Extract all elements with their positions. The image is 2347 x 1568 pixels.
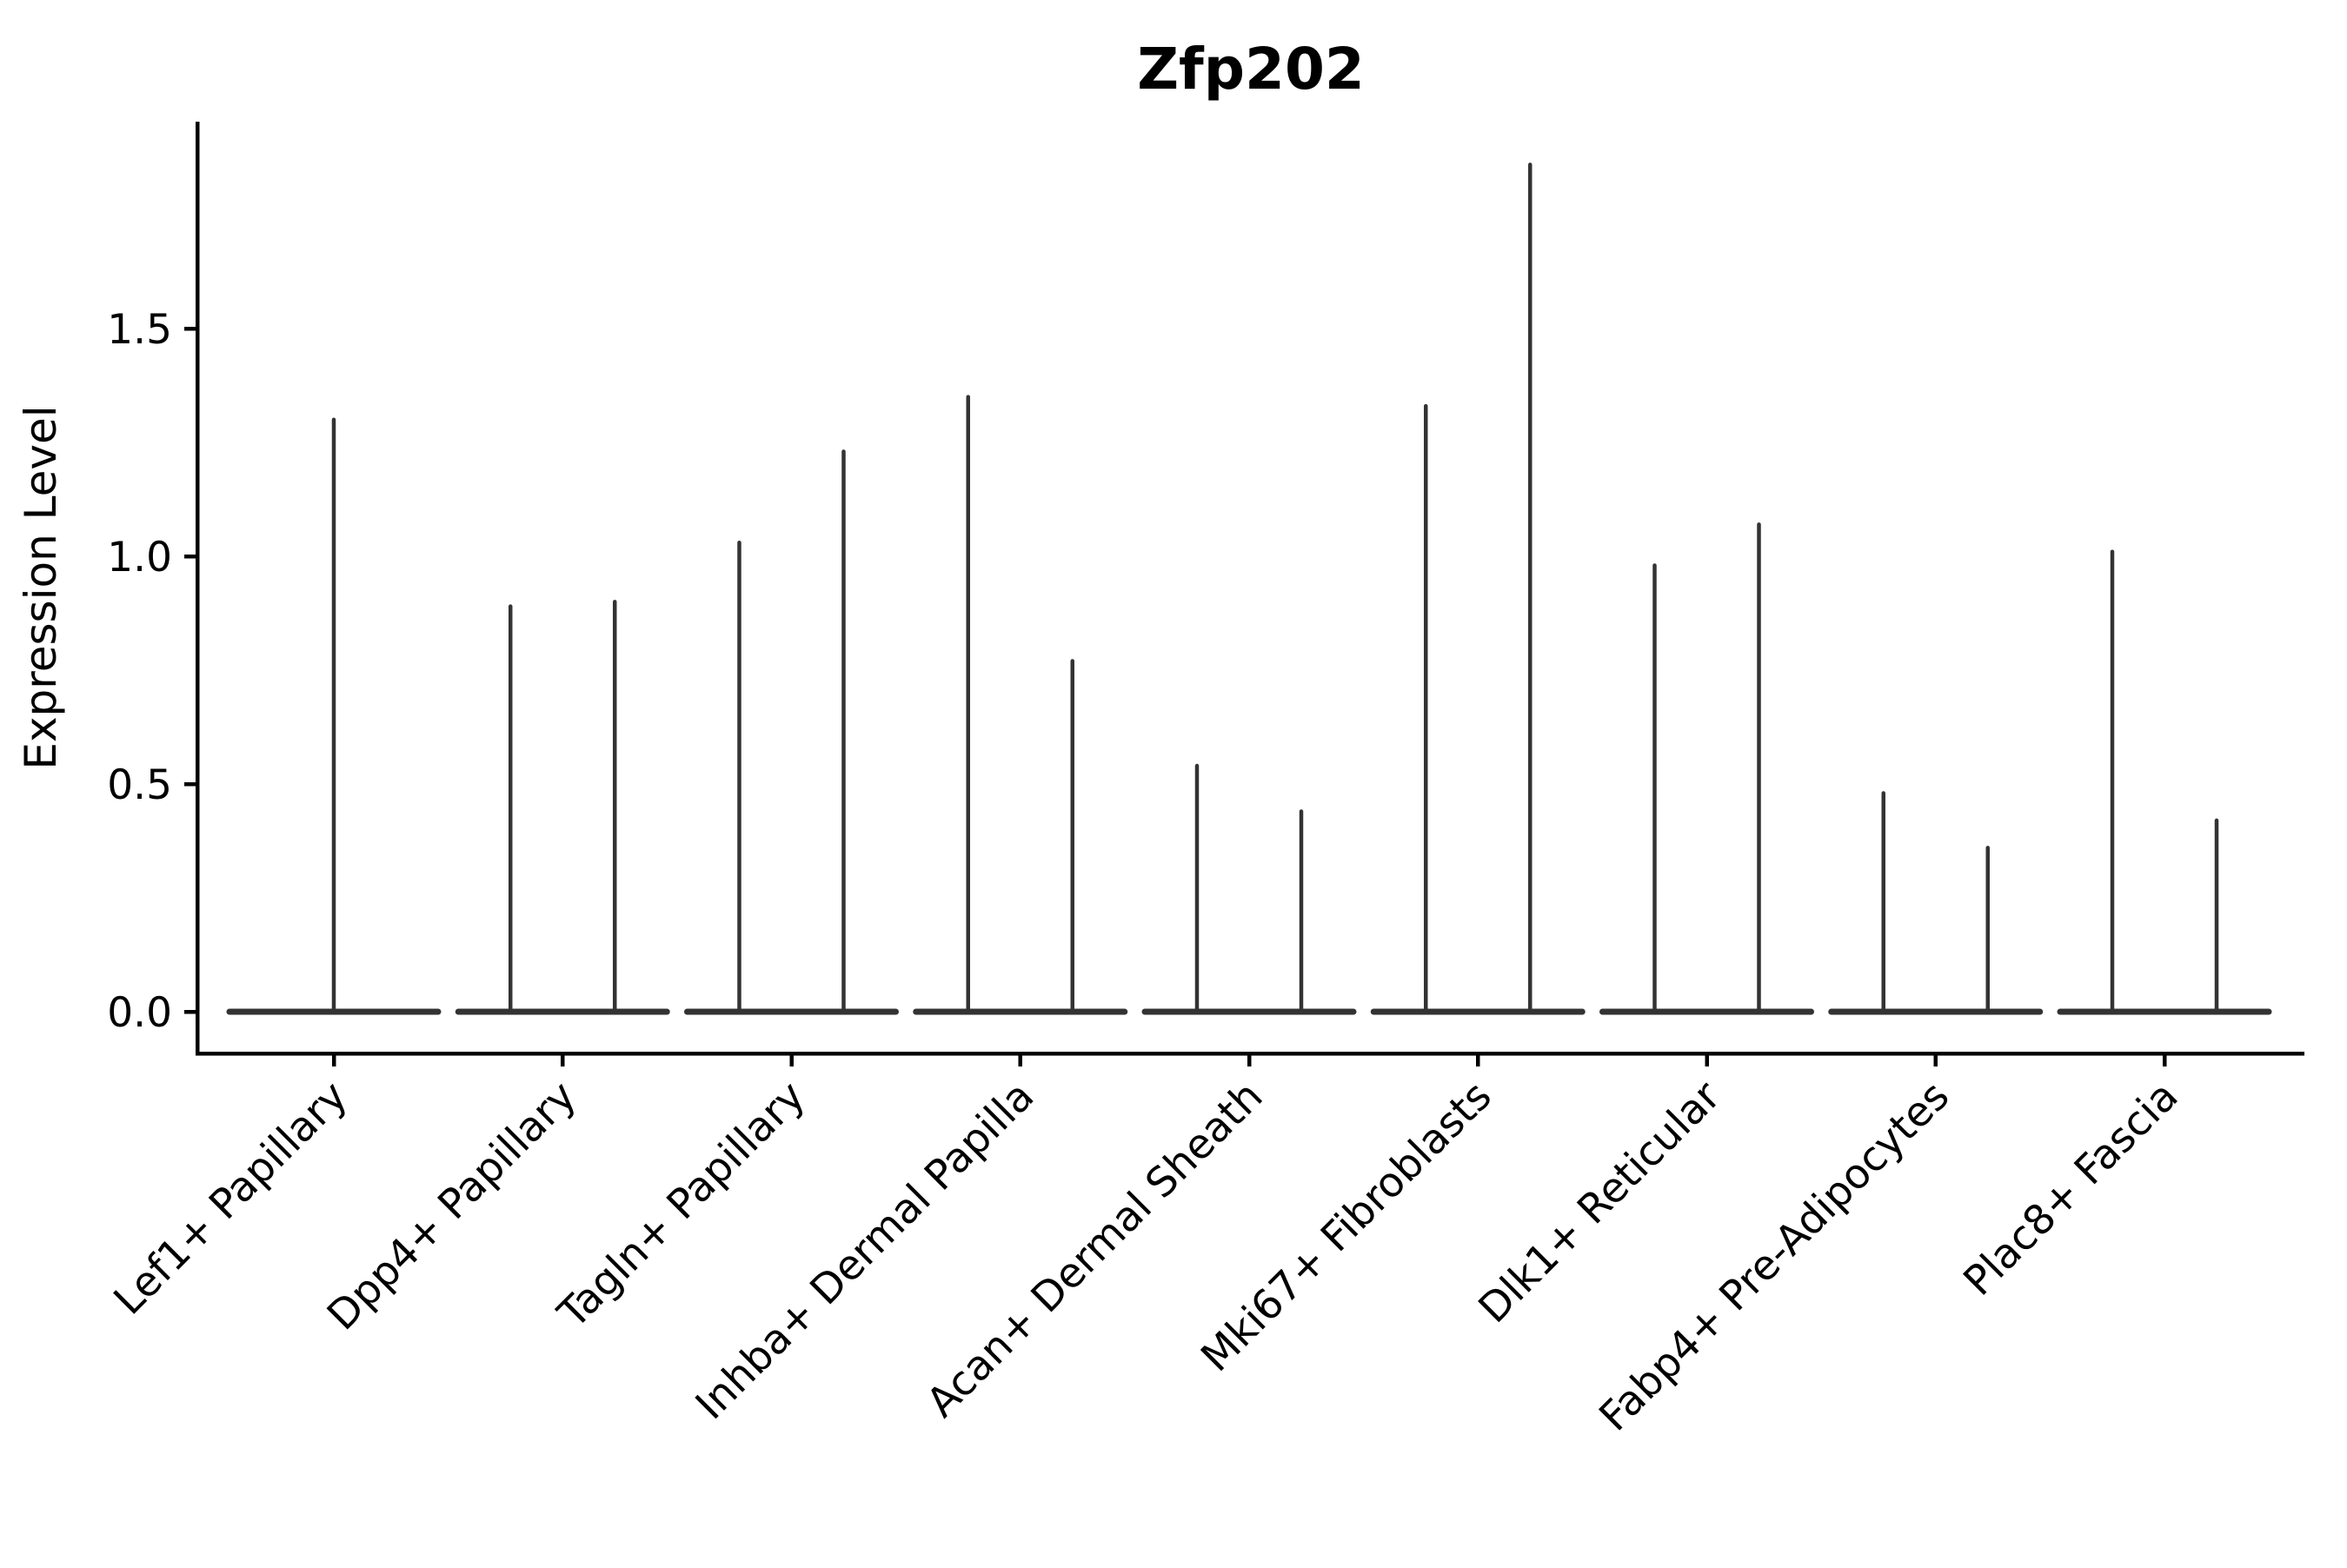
x-tick-label: Dpp4+ Papillary bbox=[318, 1073, 586, 1340]
chart-title: Zfp202 bbox=[1137, 36, 1365, 103]
y-tick-label: 1.0 bbox=[107, 534, 172, 581]
violins-layer bbox=[226, 163, 2272, 1015]
y-tick-label: 0.0 bbox=[107, 989, 172, 1037]
x-tick-label: Dlk1+ Reticular bbox=[1470, 1072, 1731, 1332]
y-axis-ticks: 0.0 0.5 1.0 1.5 bbox=[107, 306, 197, 1037]
y-tick-label: 1.5 bbox=[107, 306, 172, 354]
x-tick-label: Plac8+ Fascia bbox=[1955, 1073, 2188, 1306]
x-tick-label: Tagln+ Papillary bbox=[549, 1073, 814, 1339]
y-axis-label: Expression Level bbox=[16, 405, 66, 769]
x-tick-label: Lef1+ Papillary bbox=[105, 1073, 357, 1325]
y-tick-label: 0.5 bbox=[107, 761, 172, 809]
